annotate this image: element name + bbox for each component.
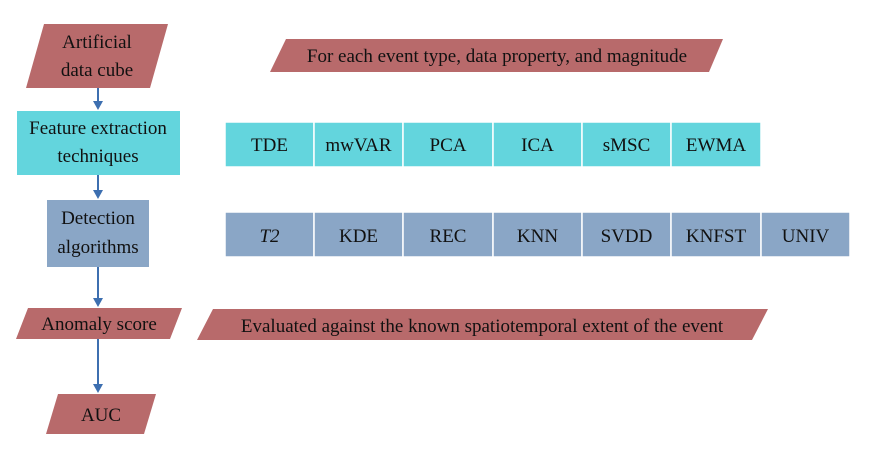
cell-box: [492, 121, 583, 168]
feature-techniques-row: TDE mwVAR PCA ICA sMSC EWMA: [224, 121, 762, 168]
cell-label: sMSC: [603, 135, 651, 156]
top-note-banner: For each event type, data property, and …: [270, 39, 723, 72]
cell-box: [581, 121, 672, 168]
cell-label: PCA: [430, 135, 467, 156]
cell-label: EWMA: [686, 135, 746, 156]
cell-box: [760, 211, 851, 258]
cell-label: KNN: [517, 226, 558, 247]
cell-kde: KDE: [313, 211, 404, 258]
cell-knn: KNN: [492, 211, 583, 258]
detection-algorithms-node: Detection algorithms: [47, 200, 149, 267]
arrow-anomaly-to-auc: [93, 339, 103, 393]
cell-label: TDE: [251, 135, 288, 156]
cell-t2: T2: [224, 211, 315, 258]
detection-algorithms-label-line2: algorithms: [57, 237, 138, 258]
cell-box: [670, 211, 762, 258]
cell-ewma: EWMA: [670, 121, 762, 168]
artificial-data-cube-node: Artificial data cube: [26, 24, 168, 88]
feature-extraction-label-line1: Feature extraction: [29, 118, 167, 139]
cell-knfst: KNFST: [670, 211, 762, 258]
cell-rec: REC: [402, 211, 494, 258]
detection-algorithms-label-line1: Detection: [61, 208, 135, 229]
cell-box: [224, 211, 315, 258]
evaluated-note-banner: Evaluated against the known spatiotempor…: [197, 309, 768, 340]
cell-label: SVDD: [601, 226, 653, 247]
feature-extraction-label-line2: techniques: [57, 146, 138, 167]
cell-svdd: SVDD: [581, 211, 672, 258]
arrow-detection-to-anomaly: [93, 267, 103, 307]
cell-smsc: sMSC: [581, 121, 672, 168]
cell-box: [581, 211, 672, 258]
feature-extraction-node: Feature extraction techniques: [17, 111, 180, 175]
cell-label: UNIV: [782, 226, 830, 247]
arrow-feature-to-detection: [93, 175, 103, 199]
cell-box: [670, 121, 762, 168]
cell-label: ICA: [521, 135, 554, 156]
auc-label: AUC: [81, 405, 121, 426]
top-note-text: For each event type, data property, and …: [307, 46, 687, 67]
cell-mwvar: mwVAR: [313, 121, 404, 168]
anomaly-score-label: Anomaly score: [41, 314, 157, 335]
cell-label: KNFST: [686, 226, 747, 247]
cell-label: REC: [430, 226, 467, 247]
cell-label: KDE: [339, 226, 378, 247]
cell-label: mwVAR: [325, 135, 391, 156]
anomaly-score-node: Anomaly score: [16, 308, 182, 339]
cell-ica: ICA: [492, 121, 583, 168]
artificial-data-cube-label-line2: data cube: [61, 60, 133, 81]
auc-node: AUC: [46, 394, 156, 434]
cell-box: [402, 211, 494, 258]
cell-label: T2: [259, 226, 280, 247]
cell-tde: TDE: [224, 121, 315, 168]
cell-pca: PCA: [402, 121, 494, 168]
evaluated-note-text: Evaluated against the known spatiotempor…: [241, 316, 724, 337]
cell-box: [492, 211, 583, 258]
cell-univ: UNIV: [760, 211, 851, 258]
detection-algorithms-row: T2 KDE REC KNN SVDD KNFST UNIV: [224, 211, 851, 258]
artificial-data-cube-label-line1: Artificial: [62, 32, 132, 53]
arrow-cube-to-feature: [93, 88, 103, 110]
